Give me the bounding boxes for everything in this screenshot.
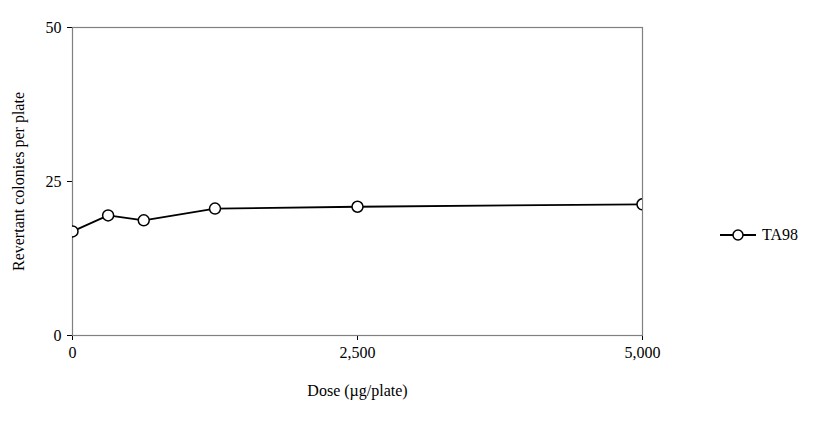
svg-text:0: 0 <box>54 327 62 344</box>
svg-text:0: 0 <box>69 344 77 361</box>
html-text:TA98: TA98 <box>762 226 798 243</box>
svg-text:50: 50 <box>46 19 62 36</box>
svg-text:25: 25 <box>46 173 62 190</box>
svg-text:2,500: 2,500 <box>340 344 376 361</box>
svg-text:5,000: 5,000 <box>625 344 661 361</box>
svg-text:Dose (µg/plate): Dose (µg/plate) <box>307 382 407 400</box>
svg-text:Revertant colonies per plate: Revertant colonies per plate <box>10 92 28 271</box>
